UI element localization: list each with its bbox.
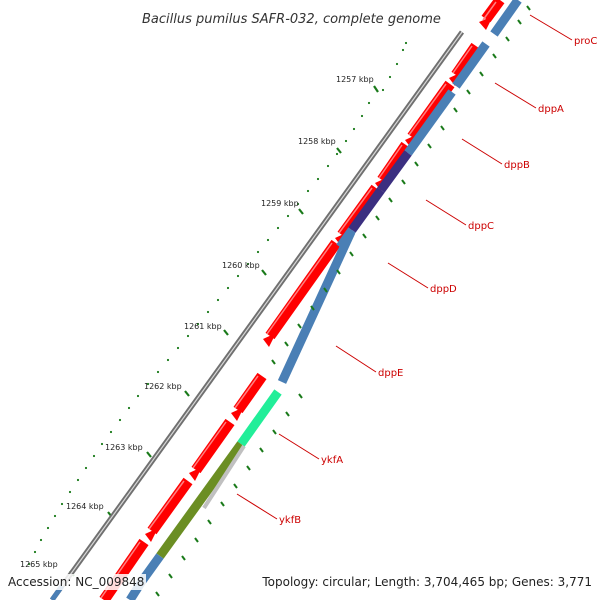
accession-label: Accession: NC_009848 bbox=[6, 574, 147, 590]
forward-strand bbox=[99, 0, 505, 600]
gene-label-dppC: dppC bbox=[468, 221, 494, 232]
kbp-label: 1265 kbp bbox=[20, 560, 58, 569]
gene-label-dppD: dppD bbox=[430, 284, 457, 295]
reverse-strand bbox=[336, 0, 522, 250]
gene-leaders bbox=[236, 14, 573, 520]
topology-label: Topology: circular; Length: 3,704,465 bp… bbox=[260, 574, 594, 590]
kbp-label: 1264 kbp bbox=[66, 502, 104, 511]
reverse-ticks bbox=[155, 5, 531, 597]
backbone bbox=[49, 30, 465, 600]
tick-dots bbox=[27, 41, 408, 566]
kbp-label: 1258 kbp bbox=[298, 137, 336, 146]
gene-label-dppA: dppA bbox=[538, 104, 564, 115]
genome-title: Bacillus pumilus SAFR-032, complete geno… bbox=[142, 12, 441, 27]
gene-label-dppB: dppB bbox=[504, 160, 530, 171]
reverse-lower bbox=[126, 230, 356, 600]
gene-label-proC: proC bbox=[574, 36, 597, 47]
kbp-label: 1263 kbp bbox=[105, 443, 143, 452]
kbp-label: 1262 kbp bbox=[144, 382, 182, 391]
gene-label-ykfB: ykfB bbox=[279, 515, 301, 526]
gene-label-dppE: dppE bbox=[378, 368, 403, 379]
gene-label-ykfA: ykfA bbox=[321, 455, 343, 466]
kbp-tick-marks bbox=[69, 85, 379, 577]
ykfB-inner bbox=[202, 444, 246, 510]
kbp-label: 1259 kbp bbox=[261, 199, 299, 208]
kbp-label: 1260 kbp bbox=[222, 261, 260, 270]
kbp-label: 1257 kbp bbox=[336, 75, 374, 84]
kbp-label: 1261 kbp bbox=[184, 322, 222, 331]
